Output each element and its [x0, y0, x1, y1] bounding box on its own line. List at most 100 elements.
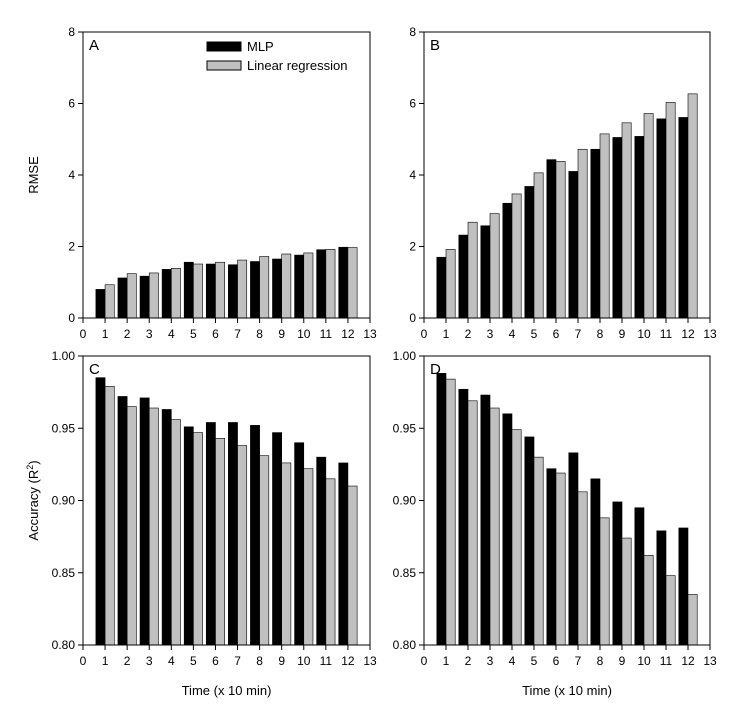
x-tick-label: 13	[363, 327, 377, 341]
x-tick-label: 1	[102, 327, 109, 341]
bar-linear-regression-5	[193, 263, 203, 319]
bar-linear-regression-11	[325, 478, 336, 646]
bar-linear-regression-3	[148, 407, 159, 646]
x-tick-label: 3	[146, 327, 153, 341]
bar-mlp-4	[502, 202, 513, 319]
bar-mlp-11	[316, 456, 327, 646]
bar-mlp-6	[205, 422, 216, 646]
bar-mlp-5	[524, 436, 535, 646]
series-linear-regression-panel-c	[104, 386, 358, 646]
panel-letter-b: B	[430, 37, 440, 54]
series-mlp-panel-b	[436, 117, 689, 319]
bar-linear-regression-2	[467, 400, 478, 646]
y-tick-label: 2	[409, 240, 416, 254]
x-tick-label: 7	[575, 654, 582, 668]
bar-mlp-5	[183, 261, 194, 319]
panel-letter-c: C	[89, 361, 100, 378]
x-tick-label: 8	[597, 654, 604, 668]
bar-mlp-2	[117, 277, 128, 319]
bar-linear-regression-5	[533, 456, 544, 646]
x-tick-label: 7	[575, 327, 582, 341]
y-tick-label: 0.80	[52, 638, 76, 652]
x-tick-label: 5	[531, 327, 538, 341]
x-tick-label: 10	[637, 654, 651, 668]
x-tick-label: 2	[465, 327, 472, 341]
bar-mlp-7	[568, 171, 579, 319]
legend-swatch-linear-regression	[206, 60, 242, 71]
bar-mlp-12	[678, 117, 689, 319]
bar-linear-regression-10	[643, 113, 654, 319]
bar-mlp-12	[338, 462, 349, 646]
x-tick-label: 5	[190, 327, 197, 341]
bar-mlp-8	[250, 425, 260, 646]
bar-linear-regression-5	[533, 172, 544, 319]
bar-mlp-4	[161, 409, 172, 646]
bar-mlp-6	[546, 159, 557, 319]
bar-mlp-4	[502, 413, 513, 646]
panel-c: 0 1 2 3 4 5 6 7 8 9 10 11 12 130.800.850.900.951.00CT…	[25, 349, 377, 698]
panel-d: 0 1 2 3 4 5 6 7 8 9 10 11 12 130.800.850.900.951.00DT…	[393, 349, 717, 698]
bar-mlp-2	[458, 388, 469, 646]
x-tick-label: 8	[597, 327, 604, 341]
x-tick-label: 5	[190, 654, 197, 668]
y-tick-label: 6	[68, 97, 75, 111]
bar-mlp-2	[458, 234, 469, 319]
x-tick-label: 13	[363, 654, 377, 668]
legend-label-mlp: MLP	[247, 39, 274, 54]
bar-mlp-12	[338, 246, 349, 319]
bar-mlp-6	[546, 468, 557, 646]
x-tick-label: 11	[660, 327, 673, 341]
bar-mlp-8	[590, 478, 601, 646]
bar-linear-regression-7	[237, 259, 248, 319]
x-tick-label: 0	[80, 654, 87, 668]
x-tick-label: 3	[487, 654, 494, 668]
bar-mlp-4	[161, 269, 172, 319]
y-axis-label: Accuracy (R2)	[25, 460, 41, 540]
x-tick-label: 4	[168, 654, 175, 668]
y-tick-label: 1.00	[393, 349, 417, 363]
bar-linear-regression-1	[445, 378, 456, 646]
bar-linear-regression-6	[215, 438, 225, 646]
y-tick-label: 0.90	[52, 494, 76, 508]
x-tick-label: 11	[320, 654, 333, 668]
y-tick-label: 0.80	[393, 638, 417, 652]
x-tick-label: 11	[320, 327, 333, 341]
x-tick-label: 5	[531, 654, 538, 668]
x-tick-label: 9	[619, 327, 626, 341]
bar-linear-regression-8	[599, 517, 610, 646]
bar-linear-regression-6	[555, 472, 566, 646]
y-tick-label: 0	[68, 311, 75, 325]
x-tick-label: 2	[124, 327, 131, 341]
bar-linear-regression-10	[303, 252, 314, 319]
legend-swatch-mlp	[206, 41, 242, 52]
x-tick-label: 1	[443, 327, 450, 341]
y-tick-label: 0	[409, 311, 416, 325]
x-tick-label: 3	[487, 327, 494, 341]
x-tick-label: 6	[553, 654, 560, 668]
x-tick-label: 8	[256, 327, 263, 341]
bar-mlp-9	[612, 501, 623, 646]
x-tick-label: 9	[278, 654, 285, 668]
x-tick-label: 13	[703, 654, 717, 668]
series-linear-regression-panel-a	[104, 247, 358, 319]
x-tick-label: 1	[102, 654, 109, 668]
x-tick-label: 10	[637, 327, 651, 341]
x-tick-label: 2	[124, 654, 131, 668]
x-tick-label: 12	[681, 654, 695, 668]
y-tick-label: 8	[68, 25, 75, 39]
bar-mlp-1	[95, 289, 106, 319]
y-tick-label: 4	[68, 168, 75, 182]
bar-mlp-10	[294, 254, 305, 319]
panel-letter-d: D	[430, 361, 441, 378]
bar-linear-regression-1	[104, 284, 115, 319]
x-tick-label: 6	[212, 654, 219, 668]
bar-mlp-8	[250, 261, 260, 319]
bar-mlp-7	[228, 264, 238, 319]
bar-linear-regression-5	[193, 432, 203, 646]
bar-linear-regression-3	[489, 407, 500, 646]
x-tick-label: 9	[619, 654, 626, 668]
bar-mlp-9	[612, 137, 623, 319]
bar-linear-regression-11	[665, 102, 676, 319]
x-tick-label: 7	[234, 327, 241, 341]
